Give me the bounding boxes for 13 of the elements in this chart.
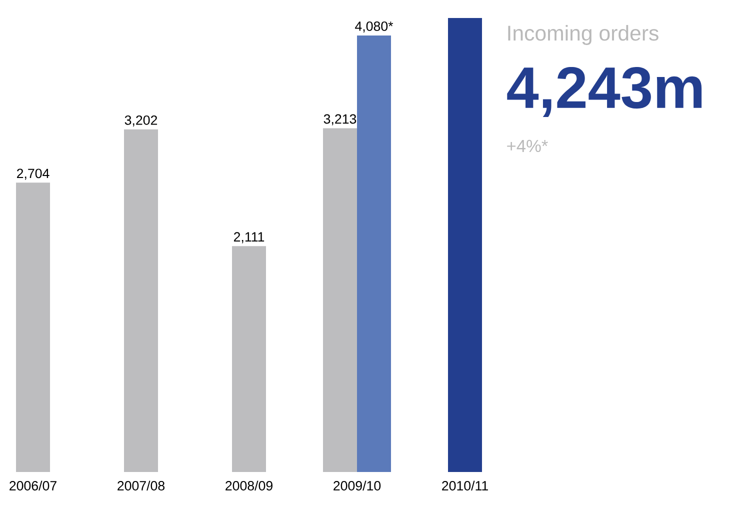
x-tick-label: 2007/08 [118,480,165,490]
data-label: 2,111 [234,232,264,244]
x-tick-label: 2006/07 [10,480,56,490]
x-tick-label: 2010/11 [442,480,488,490]
annotation: 4,243m [507,66,702,118]
data-label: 4,080* [355,21,394,33]
x-tick-label: 2009/10 [334,480,381,490]
x-tick-label: 2008/09 [226,480,272,490]
data-label: 3,202 [124,115,158,126]
data-label: 3,213 [324,114,356,126]
annotation: +4%* [507,140,548,152]
annotation: Incoming orders [508,25,658,45]
data-label: 2,704 [16,168,50,180]
